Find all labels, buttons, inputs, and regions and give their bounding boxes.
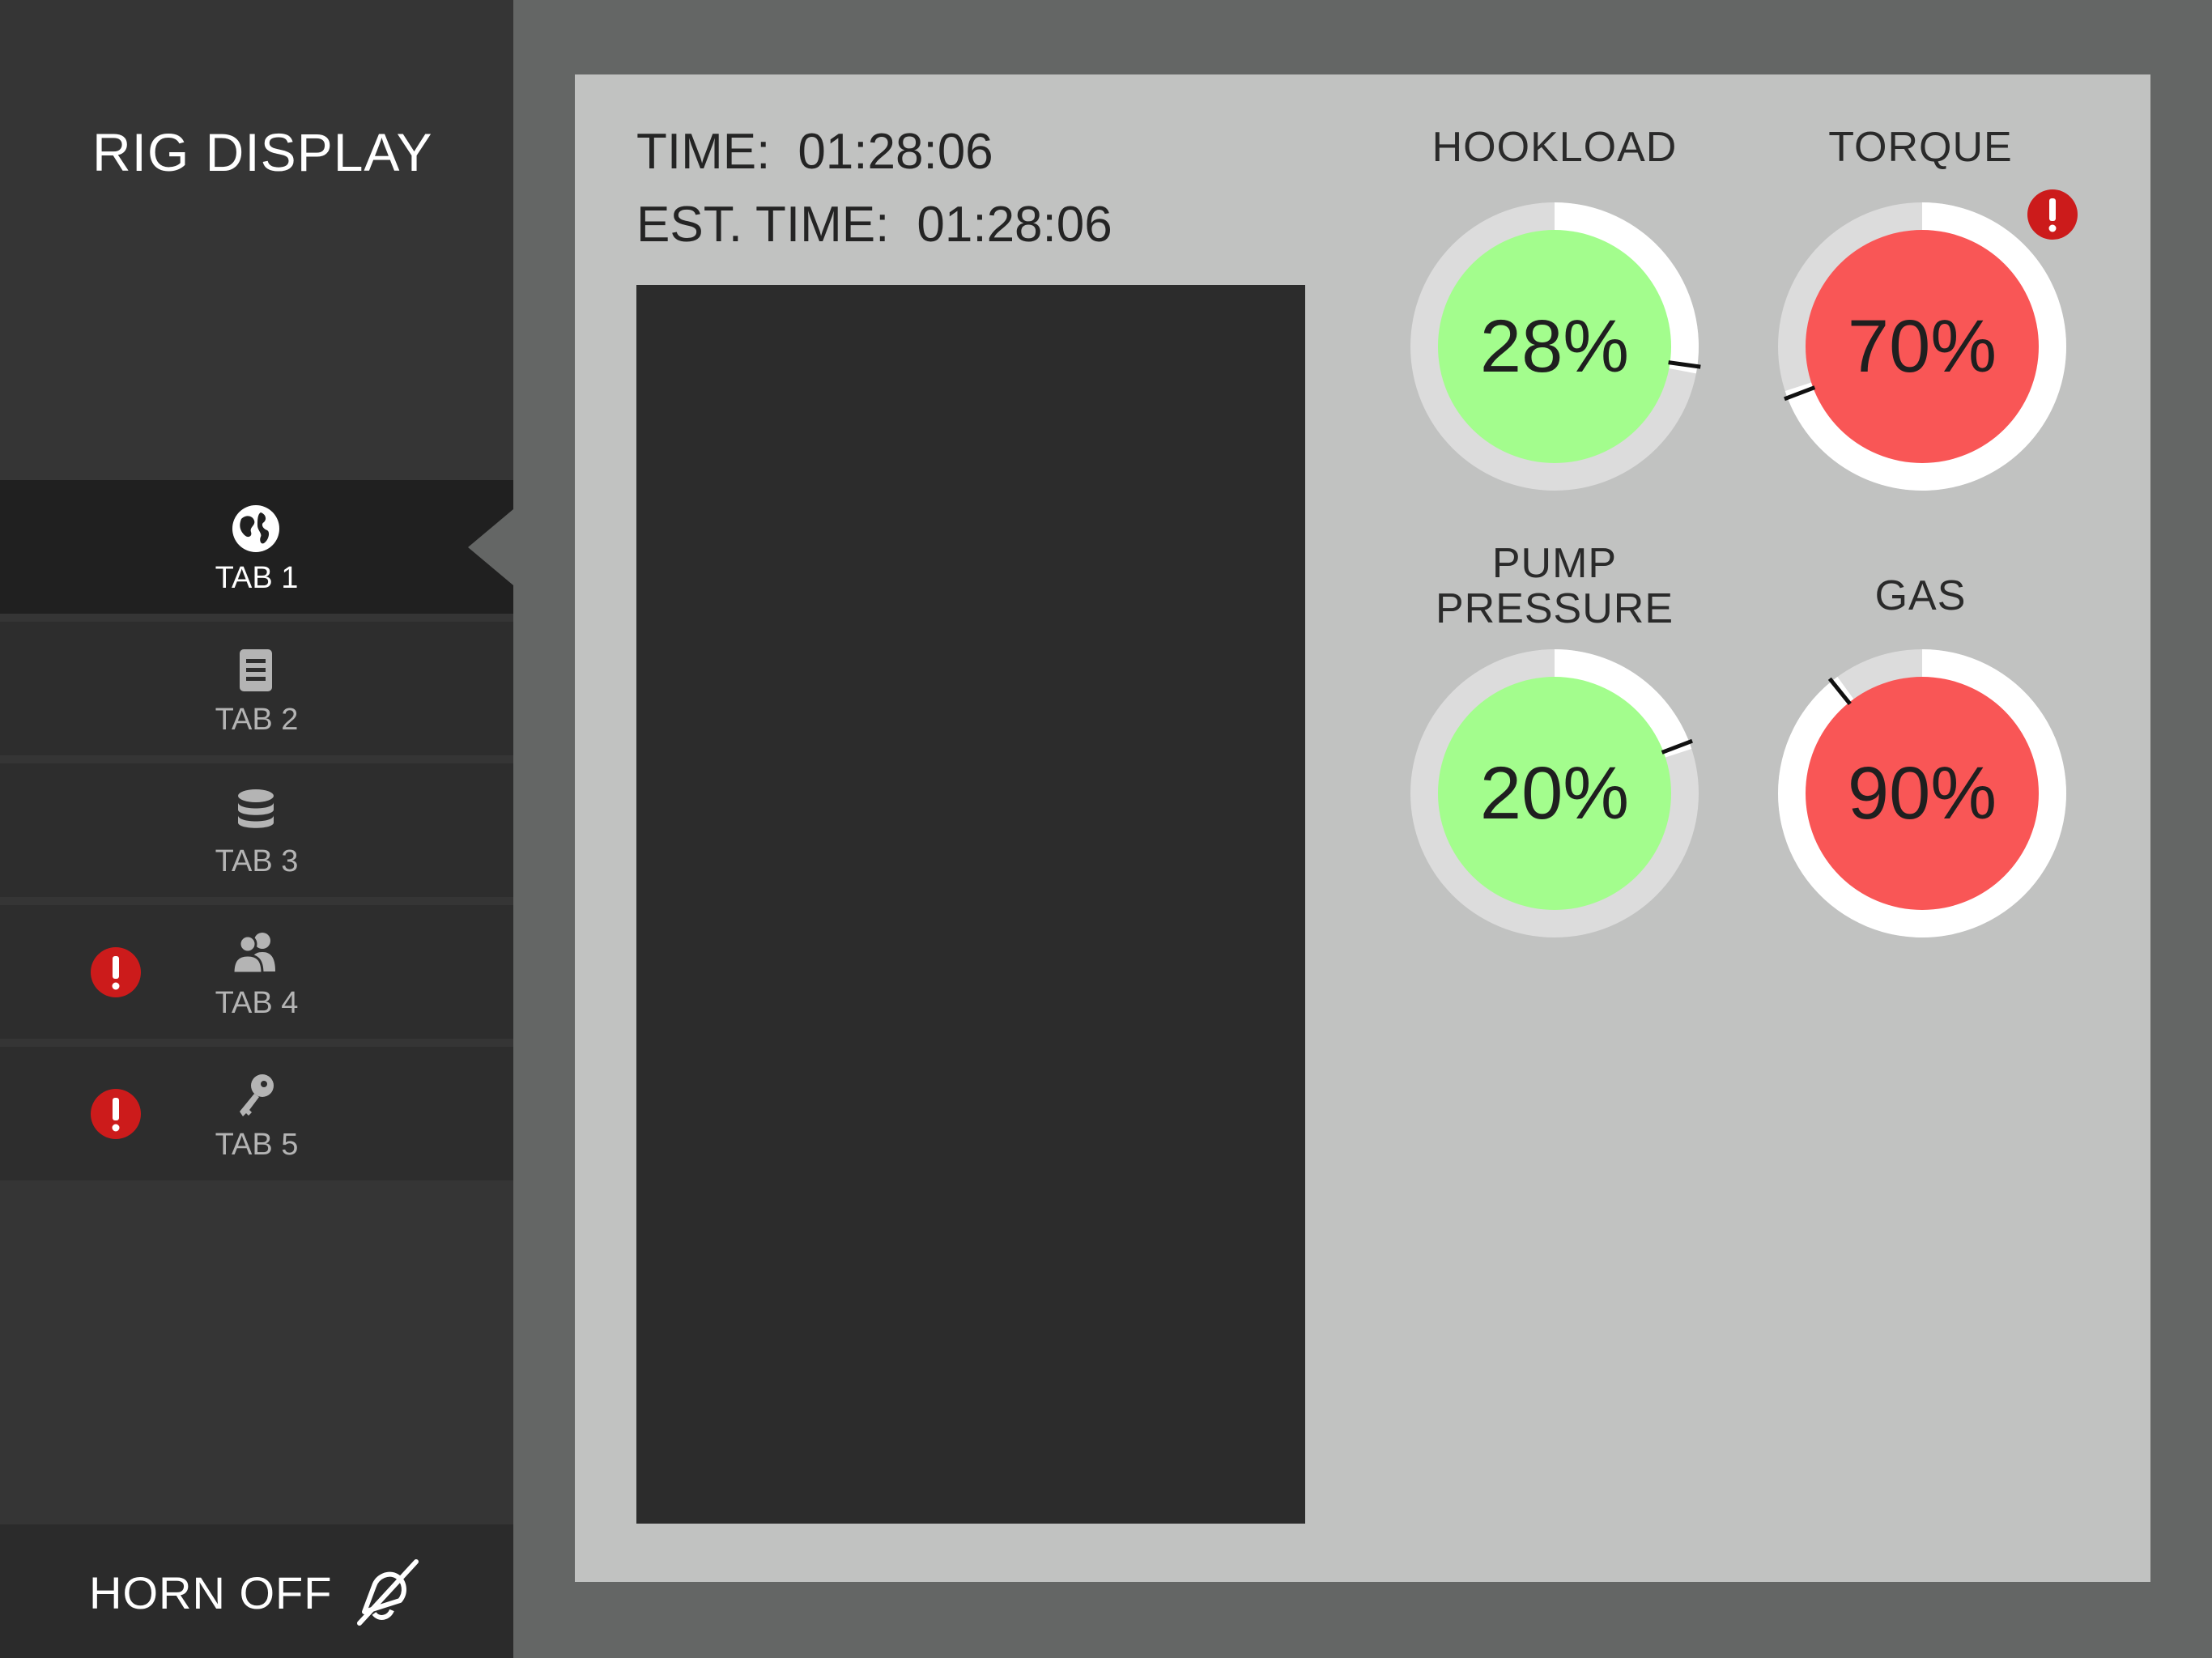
gauge-value: 20% [1479, 751, 1630, 835]
alert-icon [89, 1087, 143, 1141]
gauge-value: 90% [1847, 751, 1997, 835]
est-time-row: EST. TIME: 01:28:06 [636, 196, 1140, 253]
time-row: TIME: 01:28:06 [636, 123, 1021, 181]
gauge-value: 28% [1479, 304, 1630, 388]
gauge-face [1806, 230, 2039, 463]
gauge-gas: 90% [1768, 640, 2076, 947]
tab-label: TAB 5 [215, 1128, 299, 1162]
gauge-face [1806, 677, 2039, 910]
users-icon [230, 928, 282, 980]
horn-toggle[interactable]: HORN OFF [0, 1524, 513, 1658]
tab-5[interactable]: TAB 5 [0, 1047, 513, 1180]
tab-label: TAB 4 [215, 986, 299, 1020]
gauge-title-line: PUMP [1491, 540, 1618, 587]
tab-label: TAB 3 [215, 844, 299, 878]
gauge-torque: 70% [1768, 193, 2076, 500]
gauge-title-pump-pressure: PUMP PRESSURE [1385, 541, 1725, 631]
horn-label: HORN OFF [89, 1567, 333, 1618]
est-time-label: EST. TIME: [636, 197, 890, 253]
gauge-value: 70% [1847, 304, 1997, 388]
tab-2[interactable]: TAB 2 [0, 622, 513, 755]
database-icon [230, 786, 282, 838]
document-icon [230, 644, 282, 696]
est-time-value: 01:28:06 [917, 197, 1112, 253]
globe-icon [230, 503, 282, 555]
gauge-title-line: PRESSURE [1435, 585, 1674, 632]
gauge-pump-pressure: 20% [1401, 640, 1708, 947]
gauge-needle [1827, 677, 1852, 706]
app-title: RIG DISPLAY [92, 122, 433, 182]
horn-off-icon [350, 1555, 423, 1628]
gauge-needle [1784, 385, 1816, 402]
tab-label: TAB 1 [215, 561, 299, 595]
active-tab-pointer [468, 509, 513, 585]
tab-1[interactable]: TAB 1 [0, 480, 513, 614]
gauge-title-torque: TORQUE [1828, 124, 2013, 171]
key-icon [230, 1069, 282, 1121]
gauge-title-hookload: HOOKLOAD [1431, 124, 1678, 171]
alert-icon [89, 946, 143, 999]
sidebar: RIG DISPLAY TAB 1 TAB 2 [0, 0, 513, 1658]
gauge-face [1438, 230, 1671, 463]
gauge-needle [1661, 738, 1693, 755]
torque-alert-icon [2026, 188, 2079, 241]
gauge-title-gas: GAS [1874, 572, 1967, 619]
time-value: 01:28:06 [798, 124, 993, 180]
gauge-needle [1668, 360, 1701, 369]
gauge-hookload: 28% [1401, 193, 1708, 500]
video-area [636, 285, 1305, 1524]
tab-3[interactable]: TAB 3 [0, 763, 513, 897]
main-panel: TIME: 01:28:06 EST. TIME: 01:28:06 HOOKLOA… [575, 74, 2150, 1582]
time-label: TIME: [636, 124, 771, 180]
tab-label: TAB 2 [215, 703, 299, 737]
tab-4[interactable]: TAB 4 [0, 905, 513, 1039]
gauge-face [1438, 677, 1671, 910]
